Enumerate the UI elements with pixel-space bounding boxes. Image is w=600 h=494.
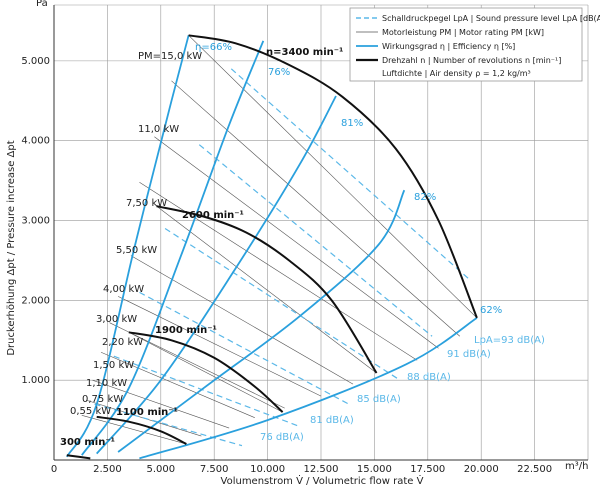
efficiency-curve-0 (66, 35, 190, 458)
y-tick-label-4: 5.000 (21, 56, 50, 67)
motor-line-12 (81, 415, 187, 445)
legend-box (349, 7, 583, 82)
motor-label-8: 1,10 kW (86, 378, 127, 389)
sound-line-4 (113, 355, 300, 428)
motor-line-8 (100, 351, 255, 418)
x-tick-label-1: 2.500 (93, 464, 122, 475)
efficiency-label-2: 81% (341, 118, 363, 129)
speed-curve-2 (128, 331, 284, 413)
x-unit: m³/h (565, 461, 588, 472)
sound-label-3: 85 dB(A) (357, 394, 401, 405)
x-tick-label-9: 22.500 (517, 464, 552, 475)
speed-label-1: 2600 min⁻¹ (182, 210, 244, 221)
legend-label-speed: Drehzahl n | Number of revolutions n [mi… (382, 56, 561, 65)
x-tick-label-4: 10.000 (250, 464, 285, 475)
legend-label-density: Luftdichte | Air density ρ = 1,2 kg/m³ (382, 69, 531, 78)
x-tick-label-5: 12.500 (304, 464, 339, 475)
motor-line-5 (130, 255, 354, 385)
y-tick-label-3: 4.000 (21, 136, 50, 147)
legend-label-motor: Motorleistung PM | Motor rating PM [kW] (382, 28, 544, 37)
x-tick-label-3: 7.500 (200, 464, 229, 475)
x-tick-label-2: 5.000 (146, 464, 175, 475)
motor-label-1: 11,0 kW (138, 124, 179, 135)
efficiency-curve-3 (117, 189, 406, 453)
y-axis-label: Druckerhöhung Δpt / Pressure increase Δp… (6, 140, 17, 355)
sound-label-1: 91 dB(A) (447, 349, 491, 360)
y-unit: Pa (36, 0, 48, 9)
y-tick-label-2: 3.000 (21, 216, 50, 227)
efficiency-label-1: 76% (268, 67, 290, 78)
motor-line-7 (109, 322, 285, 409)
motor-label-2: 7,50 kW (126, 198, 167, 209)
motor-label-5: 3,00 kW (96, 314, 137, 325)
legend: Schalldruckpegel LpA | Sound pressure le… (349, 7, 600, 82)
motor-label-4: 4,00 kW (103, 284, 144, 295)
sound-label-5: 76 dB(A) (260, 432, 304, 443)
efficiency-label-3: 82% (414, 192, 436, 203)
sound-line-0 (230, 68, 471, 281)
motor-line-4 (156, 205, 377, 374)
axes: 0 2.500 5.000 7.500 10.000 12.500 15.000 17.500… (21, 5, 588, 475)
motor-line-9 (128, 332, 283, 413)
speed-label-3: 1100 min⁻¹ (116, 407, 178, 418)
legend-label-efficiency: Wirkungsgrad η | Efficiency η [%] (382, 42, 515, 51)
x-axis-label: Volumenstrom V̇ / Volumetric flow rate V… (221, 474, 424, 487)
efficiency-label-0: η=66% (195, 42, 232, 53)
x-tick-label-6: 15.000 (357, 464, 392, 475)
x-tick-label-7: 17.500 (410, 464, 445, 475)
legend-label-sound: Schalldruckpegel LpA | Sound pressure le… (382, 14, 600, 23)
motor-line-6 (117, 296, 322, 397)
speed-curve-0 (188, 34, 478, 319)
speed-label-4: 300 min⁻¹ (60, 437, 115, 448)
efficiency-curve-1 (81, 40, 265, 456)
sound-label-4: 81 dB(A) (310, 415, 354, 426)
motor-line-10 (92, 379, 230, 429)
x-tick-label-0: 0 (51, 464, 57, 475)
curve-labels: PM=15,0 kW 11,0 kW 7,50 kW 5,50 kW 4,00 kW 3,… (60, 42, 545, 448)
motor-line-0 (188, 35, 478, 319)
speed-curve-3 (96, 415, 187, 445)
motor-label-7: 1,50 kW (93, 360, 134, 371)
speed-label-0: n=3400 min⁻¹ (266, 47, 343, 58)
motor-rating-lines (81, 35, 478, 445)
efficiency-curves (66, 35, 478, 460)
motor-label-6: 2,20 kW (102, 337, 143, 348)
motor-label-0: PM=15,0 kW (138, 51, 202, 62)
motor-label-3: 5,50 kW (116, 245, 157, 256)
motor-label-10: 0,55 kW (70, 406, 111, 417)
speed-curve-4 (66, 454, 91, 460)
y-tick-label-0: 1.000 (21, 375, 50, 386)
sound-line-2 (164, 228, 401, 381)
efficiency-curve-4 (139, 317, 478, 460)
sound-line-3 (139, 291, 350, 405)
sound-label-2: 88 dB(A) (407, 372, 451, 383)
x-tick-label-8: 20.000 (464, 464, 499, 475)
speed-label-2: 1900 min⁻¹ (155, 325, 217, 336)
motor-line-1 (171, 80, 461, 337)
motor-line-2 (154, 136, 439, 349)
sound-line-5 (94, 403, 243, 447)
efficiency-curve-2 (96, 95, 337, 455)
sound-line-1 (198, 144, 433, 337)
sound-label-0: LpA=93 dB(A) (474, 335, 545, 346)
y-tick-label-1: 2.000 (21, 295, 50, 306)
efficiency-label-4: 62% (480, 305, 502, 316)
sound-pressure-lines (94, 68, 471, 447)
motor-label-9: 0,75 kW (82, 394, 123, 405)
speed-curve-1 (156, 205, 378, 374)
speed-curves (66, 34, 478, 460)
